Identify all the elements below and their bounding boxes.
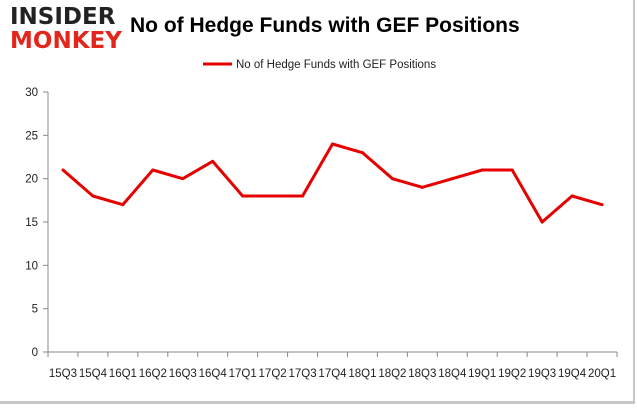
x-tick-label: 17Q3 <box>288 368 316 380</box>
x-tick-label: 16Q4 <box>199 368 228 380</box>
x-tick-label: 18Q3 <box>408 368 436 380</box>
x-tick-label: 15Q4 <box>79 368 108 380</box>
data-point <box>570 194 574 198</box>
data-point <box>420 185 424 189</box>
y-tick-label: 30 <box>25 87 38 99</box>
y-tick-label: 15 <box>25 217 38 229</box>
x-tick-labels: 15Q3 15Q4 16Q1 16Q2 16Q3 16Q4 17Q1 17Q2 17Q3 17Q4… <box>47 352 618 380</box>
x-tick-label: 15Q3 <box>49 368 77 380</box>
y-tick-label: 10 <box>25 260 38 272</box>
x-tick-label: 19Q2 <box>498 368 526 380</box>
insider-monkey-logo: INSIDER MONKEY <box>10 4 122 56</box>
data-point <box>600 203 604 207</box>
data-point <box>510 168 514 172</box>
y-tick-label: 25 <box>25 130 38 142</box>
x-tick-label: 16Q2 <box>139 368 167 380</box>
data-point <box>61 168 65 172</box>
data-point <box>390 177 394 181</box>
logo-word-insider: INSIDER <box>10 4 116 30</box>
x-tick-label: 16Q1 <box>109 368 137 380</box>
data-point <box>301 194 305 198</box>
chart-title: No of Hedge Funds with GEF Positions <box>130 14 520 37</box>
x-tick-label: 16Q3 <box>169 368 197 380</box>
x-tick-label: 19Q1 <box>468 368 496 380</box>
x-tick-label: 19Q4 <box>558 368 587 380</box>
data-point <box>241 194 245 198</box>
y-tick-label: 20 <box>25 174 38 186</box>
x-tick-label: 20Q1 <box>588 368 616 380</box>
y-tick-labels: 0 5 10 15 20 25 30 <box>25 87 48 359</box>
logo-word-monkey: MONKEY <box>10 28 122 54</box>
data-point <box>181 177 185 181</box>
series-line <box>61 142 603 224</box>
data-point <box>331 142 334 146</box>
x-tick-label: 17Q1 <box>229 368 257 380</box>
series-group <box>61 142 604 224</box>
x-tick-label: 17Q4 <box>318 368 347 380</box>
data-point <box>91 194 95 198</box>
x-tick-label: 19Q3 <box>528 368 556 380</box>
data-point <box>450 177 454 181</box>
y-tick-label: 0 <box>32 347 38 359</box>
data-point <box>121 203 125 207</box>
data-point <box>211 159 215 163</box>
data-point <box>271 194 275 198</box>
x-tick-label: 18Q1 <box>348 368 376 380</box>
data-point <box>480 168 484 172</box>
legend-label: No of Hedge Funds with GEF Positions <box>236 59 436 71</box>
data-point <box>151 168 155 172</box>
legend: No of Hedge Funds with GEF Positions <box>203 59 436 71</box>
y-tick-label: 5 <box>32 304 38 316</box>
x-tick-label: 18Q2 <box>378 368 406 380</box>
data-point <box>360 151 364 155</box>
x-tick-label: 17Q2 <box>259 368 287 380</box>
data-point <box>540 220 544 224</box>
x-tick-label: 18Q4 <box>438 368 467 380</box>
